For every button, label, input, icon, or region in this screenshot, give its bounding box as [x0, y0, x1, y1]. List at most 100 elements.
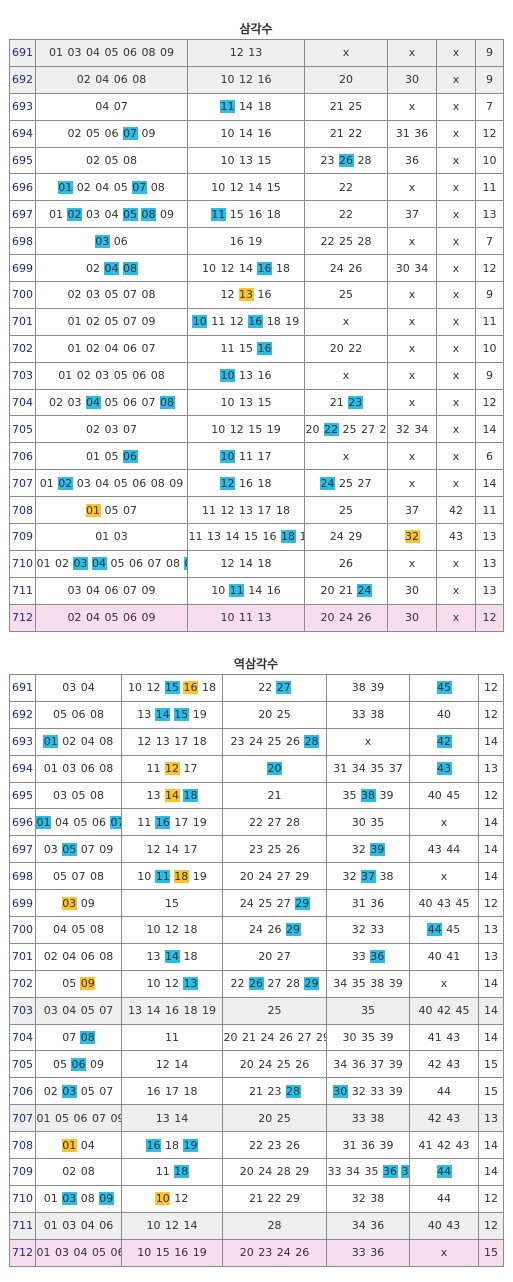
count-cell: 13	[476, 577, 504, 604]
number: 19	[192, 816, 207, 829]
round-number: 709	[10, 524, 36, 551]
number: 43	[446, 1219, 461, 1232]
number: 06	[123, 450, 138, 463]
number: 01	[67, 315, 82, 328]
number: 11	[229, 584, 244, 597]
number-group-cell: 11 15 16	[188, 335, 305, 362]
number-group-cell: 20 27	[223, 943, 327, 970]
number: 03	[55, 1246, 70, 1259]
count-cell: 7	[476, 93, 504, 120]
number: 18	[174, 870, 189, 883]
round-number: 706	[10, 1078, 36, 1105]
number-group-cell: 25	[305, 497, 388, 524]
table-row: 697 03 05 07 09 12 14 17 23 25 26 32 39 43 44…	[10, 836, 504, 863]
number: 42	[437, 735, 452, 748]
number: 06	[71, 1058, 86, 1071]
number: x	[408, 288, 416, 301]
number: 25	[267, 1004, 282, 1017]
table-row: 704 02 03 04 05 06 07 08 10 13 15 21 23 x x 12	[10, 389, 504, 416]
number: 30	[351, 816, 366, 829]
number-group-cell: 05 06 09	[36, 1051, 122, 1078]
number: 19	[192, 1246, 207, 1259]
number: 40	[418, 1004, 433, 1017]
number: x	[452, 396, 460, 409]
number: 14	[248, 584, 263, 597]
number-group-cell: 13 14 15 19	[122, 701, 223, 728]
count-cell: 12	[476, 255, 504, 282]
number-group-cell: 07 08	[36, 1024, 122, 1051]
number-group-cell: 16 17 18	[122, 1078, 223, 1105]
number: 08	[123, 262, 138, 275]
number-group-cell: x	[327, 728, 410, 755]
number: 10	[220, 127, 235, 140]
number-group-cell: 40 45	[410, 782, 479, 809]
number: 02	[86, 154, 101, 167]
number: 04	[104, 342, 119, 355]
number: 21	[267, 789, 282, 802]
number-group-cell: 41 42 43	[410, 1132, 479, 1159]
number-group-cell: 22 26 27 28 29	[223, 970, 327, 997]
table-row: 694 01 03 06 08 11 12 17 20 31 34 35 37 43 13	[10, 755, 504, 782]
number-group-cell: 24 25 27 29	[223, 890, 327, 917]
table-row: 701 01 02 05 07 09 10 11 12 16 18 19 x x x 11	[10, 308, 504, 335]
number: x	[408, 46, 416, 59]
number: 26	[295, 1058, 310, 1071]
number: 25	[267, 735, 282, 748]
number: 16	[257, 342, 272, 355]
number: 25	[276, 1112, 291, 1125]
number: 16	[257, 262, 272, 275]
round-number: 706	[10, 443, 36, 470]
round-number: 711	[10, 577, 36, 604]
number: 04	[73, 1246, 88, 1259]
number-group-cell: 01 04	[36, 1132, 122, 1159]
number: 01	[43, 1192, 58, 1205]
number: 14	[174, 1058, 189, 1071]
number: 01	[49, 46, 64, 59]
number-group-cell: 23 26 28	[305, 147, 388, 174]
number: 14	[155, 708, 170, 721]
number-group-cell: 03 04 06 07 09	[36, 577, 188, 604]
number: 10	[220, 369, 235, 382]
number: 06	[80, 762, 95, 775]
number-group-cell: x	[437, 147, 476, 174]
number-group-cell: x	[305, 443, 388, 470]
number: 40	[427, 1219, 442, 1232]
number-group-cell: 10 11 18 19	[122, 863, 223, 890]
number: 14	[174, 1112, 189, 1125]
number: 15	[257, 396, 272, 409]
number: 15	[174, 708, 189, 721]
number-group-cell: 10 13 15	[188, 389, 305, 416]
number: 19	[248, 235, 263, 248]
number-group-cell: 03 04	[36, 675, 122, 702]
table-row: 708 01 04 16 18 19 22 23 26 31 36 39 41 42 43…	[10, 1132, 504, 1159]
number: 43	[449, 530, 464, 543]
number: 03	[73, 557, 88, 570]
number: 33	[370, 923, 385, 936]
number: x	[452, 369, 460, 382]
number: 08	[150, 181, 165, 194]
number-group-cell: 32 37 38	[327, 863, 410, 890]
number-group-cell: x	[437, 389, 476, 416]
number: 12	[137, 735, 152, 748]
number: 05	[62, 843, 77, 856]
count-cell: 12	[479, 1185, 504, 1212]
number: 34	[333, 977, 348, 990]
round-number: 691	[10, 675, 36, 702]
number: 03	[104, 423, 119, 436]
number: 18	[183, 1085, 198, 1098]
number: 35	[342, 789, 357, 802]
number-group-cell: 01 03	[36, 524, 188, 551]
number-group-cell: 01 02 03 04 05 06 07 08 09	[36, 550, 188, 577]
number: 37	[405, 504, 420, 517]
number: x	[452, 477, 460, 490]
round-number: 695	[10, 147, 36, 174]
count-cell: 13	[476, 524, 504, 551]
number: 11	[211, 315, 226, 328]
number-group-cell: x	[388, 228, 437, 255]
number: 08	[80, 1165, 95, 1178]
number: 23	[249, 843, 264, 856]
number: 03	[67, 396, 82, 409]
number: 16	[155, 816, 170, 829]
number-group-cell: 05 09	[36, 970, 122, 997]
number: 08	[80, 1031, 95, 1044]
